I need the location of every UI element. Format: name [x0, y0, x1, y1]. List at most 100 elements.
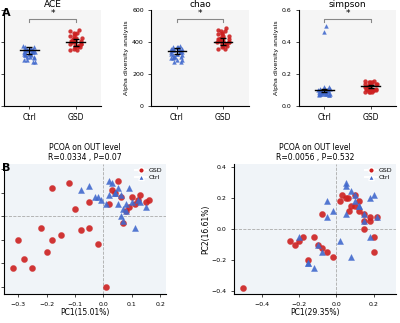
- Point: [368, 81, 374, 87]
- Point: [222, 29, 228, 34]
- Point: [31, 54, 38, 59]
- Point: [362, 86, 369, 91]
- Point: [318, 250, 325, 255]
- Point: [305, 260, 312, 266]
- Point: [68, 38, 75, 44]
- Point: [214, 46, 221, 51]
- Point: [316, 93, 322, 98]
- Point: [221, 46, 228, 51]
- Point: [132, 225, 138, 231]
- Point: [67, 41, 73, 47]
- Point: [22, 49, 28, 55]
- Point: [315, 242, 321, 247]
- Text: B: B: [2, 163, 10, 173]
- Point: [49, 185, 56, 191]
- Point: [170, 53, 176, 58]
- Point: [112, 190, 118, 195]
- Point: [361, 211, 368, 216]
- Point: [318, 211, 325, 216]
- Point: [86, 225, 92, 231]
- Point: [370, 234, 377, 239]
- Point: [367, 214, 373, 219]
- Point: [339, 193, 345, 198]
- Point: [74, 48, 80, 53]
- Point: [114, 202, 121, 207]
- Point: [177, 49, 183, 55]
- Point: [71, 40, 77, 45]
- Point: [20, 51, 27, 56]
- Point: [226, 34, 232, 39]
- Point: [367, 196, 373, 201]
- Point: [68, 38, 74, 44]
- Point: [222, 41, 229, 47]
- Point: [123, 209, 129, 214]
- Point: [342, 180, 349, 185]
- Title: ACE: ACE: [44, 0, 62, 9]
- Point: [30, 59, 36, 64]
- Point: [367, 234, 373, 239]
- Point: [78, 35, 85, 40]
- Point: [114, 178, 121, 183]
- Point: [112, 190, 118, 195]
- Point: [126, 185, 132, 191]
- Point: [123, 202, 129, 207]
- Point: [22, 46, 28, 51]
- Point: [220, 43, 226, 48]
- Point: [134, 197, 141, 202]
- Point: [171, 48, 178, 53]
- Point: [179, 57, 185, 63]
- Point: [120, 206, 126, 212]
- Point: [29, 49, 36, 55]
- Point: [15, 237, 22, 242]
- Point: [176, 49, 183, 55]
- Point: [58, 233, 64, 238]
- Point: [220, 34, 226, 39]
- Point: [178, 59, 184, 64]
- Point: [362, 78, 368, 83]
- Point: [361, 219, 368, 224]
- Point: [356, 203, 362, 209]
- Point: [219, 41, 225, 47]
- Point: [117, 193, 124, 198]
- Point: [366, 86, 373, 91]
- Point: [216, 38, 223, 44]
- Point: [169, 48, 176, 53]
- Point: [319, 89, 325, 95]
- Point: [361, 211, 368, 216]
- Point: [78, 188, 84, 193]
- Point: [226, 40, 232, 45]
- Point: [324, 89, 331, 95]
- Point: [352, 199, 358, 204]
- Point: [20, 43, 27, 48]
- Point: [226, 40, 232, 45]
- Point: [218, 35, 224, 40]
- Point: [21, 49, 27, 55]
- Point: [366, 88, 373, 93]
- Point: [176, 46, 182, 51]
- Point: [216, 37, 222, 42]
- Point: [337, 199, 343, 204]
- Point: [31, 45, 38, 50]
- Point: [23, 57, 30, 63]
- Point: [129, 195, 135, 200]
- Legend: GSD, Ctrl: GSD, Ctrl: [364, 167, 393, 181]
- Point: [176, 48, 183, 53]
- Title: chao: chao: [189, 0, 211, 9]
- Point: [146, 197, 152, 202]
- Point: [342, 196, 349, 201]
- Point: [370, 250, 377, 255]
- Point: [76, 27, 82, 32]
- Point: [296, 239, 302, 244]
- Point: [315, 242, 321, 247]
- Point: [174, 57, 180, 63]
- Point: [214, 27, 221, 32]
- Point: [66, 181, 72, 186]
- Point: [330, 208, 336, 213]
- Point: [342, 211, 349, 216]
- Point: [324, 250, 330, 255]
- Point: [373, 81, 380, 87]
- Point: [317, 91, 324, 96]
- Point: [311, 265, 317, 270]
- Point: [26, 46, 32, 51]
- Point: [32, 49, 38, 55]
